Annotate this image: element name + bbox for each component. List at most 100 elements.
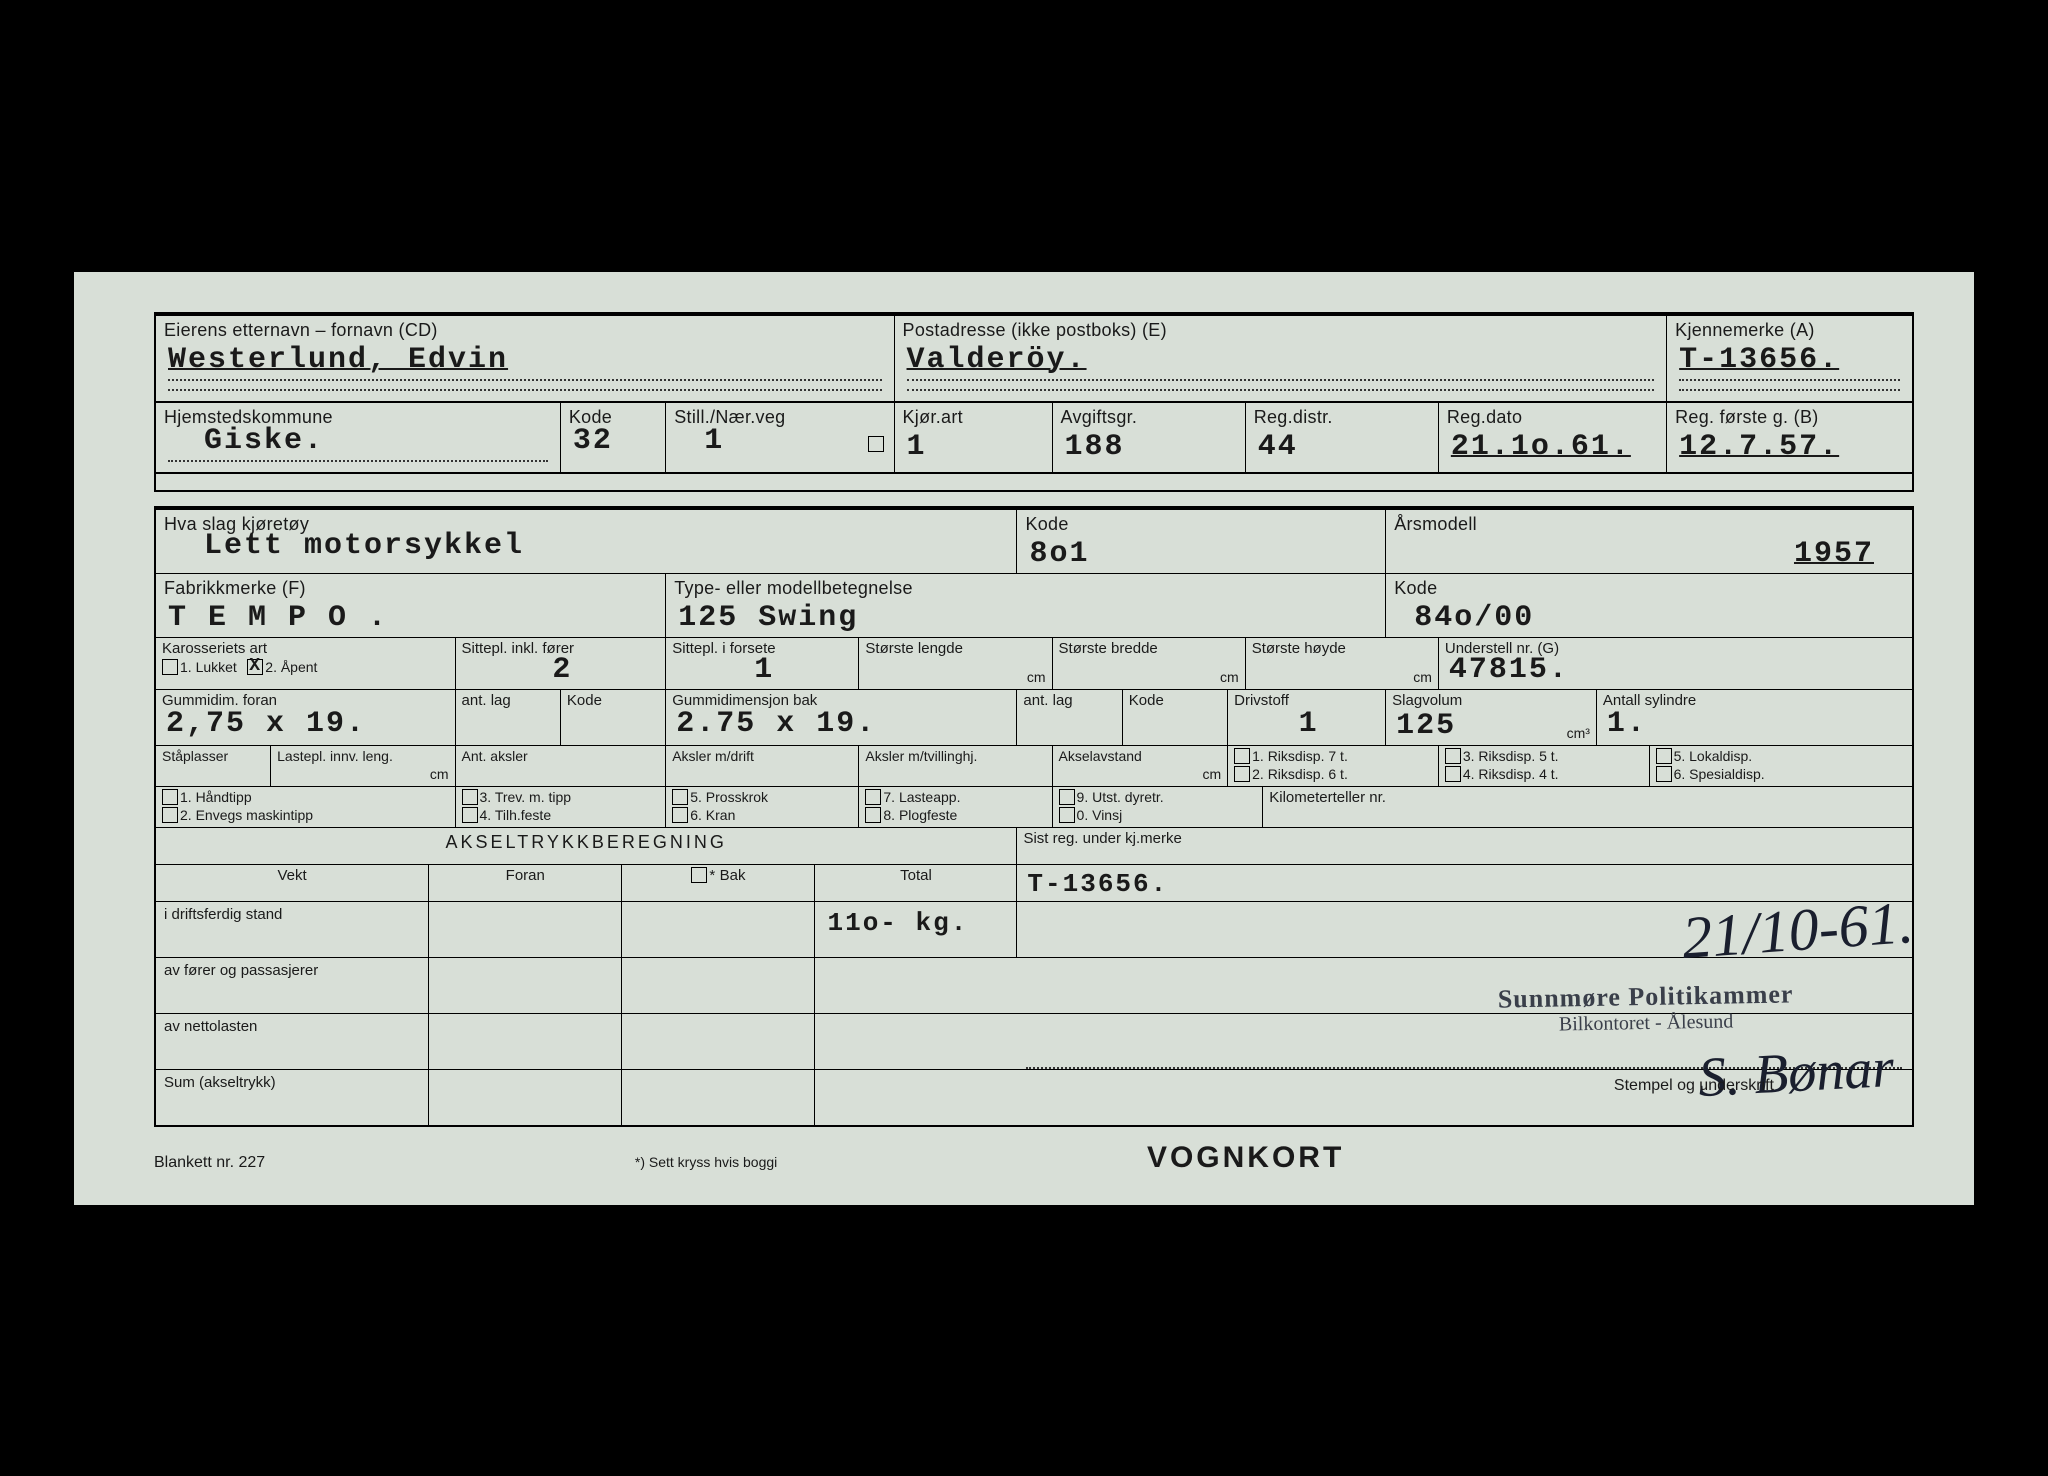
cell-address: Postadresse (ikke postboks) (E) Valderöy… bbox=[894, 316, 1667, 401]
karosseri-label: Karosseriets art bbox=[162, 640, 449, 657]
cell-owner: Eierens etternavn – fornavn (CD) Westerl… bbox=[156, 316, 894, 401]
c bbox=[621, 958, 814, 1013]
cb bbox=[672, 789, 688, 805]
cb bbox=[1059, 789, 1075, 805]
cell-slag: Hva slag kjøretøy Lett motorsykkel bbox=[156, 510, 1016, 573]
cell-km: Kilometerteller nr. bbox=[1262, 787, 1912, 827]
hdr-bak: * Bak bbox=[621, 865, 814, 901]
vkode-label: Kode bbox=[1025, 514, 1377, 535]
akselavstand: Akselavstand bbox=[1059, 748, 1222, 764]
forer-label: av fører og passasjerer bbox=[164, 962, 318, 979]
cell-akselavstand: Akselavstand cm bbox=[1052, 746, 1228, 786]
mdrift: Aksler m/drift bbox=[672, 748, 852, 764]
lengde-label: Største lengde bbox=[865, 640, 1045, 657]
c bbox=[814, 1014, 1016, 1069]
cb bbox=[1656, 766, 1672, 782]
c bbox=[428, 958, 621, 1013]
footnote: *) Sett kryss hvis boggi bbox=[635, 1154, 777, 1170]
sist-value: T-13656. bbox=[1023, 867, 1906, 899]
cell-regdato: Reg.dato 21.1o.61. bbox=[1438, 403, 1666, 472]
cb bbox=[1234, 766, 1250, 782]
cb bbox=[162, 789, 178, 805]
r4: 4. Riksdisp. 4 t. bbox=[1463, 766, 1559, 782]
cell-sittepl: Sittepl. inkl. fører 2 bbox=[455, 638, 666, 689]
type-value: 125 Swing bbox=[674, 599, 1377, 635]
bak-value: 2.75 x 19. bbox=[672, 705, 1010, 741]
cell-regforste: Reg. første g. (B) 12.7.57. bbox=[1666, 403, 1912, 472]
cell-sitteplfor: Sittepl. i forsete 1 bbox=[665, 638, 858, 689]
dotted bbox=[168, 460, 548, 462]
unit-cm: cm bbox=[1202, 766, 1221, 782]
cell-gummi-bak: Gummidimensjon bak 2.75 x 19. bbox=[665, 690, 1016, 745]
cb bbox=[462, 789, 478, 805]
kar-opt2: 2. Åpent bbox=[265, 659, 317, 675]
cell-drivstoff: Drivstoff 1 bbox=[1227, 690, 1385, 745]
c bbox=[814, 1070, 1016, 1125]
kode-t2: Kode bbox=[1129, 692, 1221, 709]
cell-fabrikk: Fabrikkmerke (F) T E M P O . bbox=[156, 574, 665, 637]
r6: 6. Spesialdisp. bbox=[1674, 766, 1765, 782]
still-checkbox bbox=[868, 436, 884, 452]
cell-avgift: Avgiftsgr. 188 bbox=[1052, 403, 1245, 472]
cb bbox=[672, 807, 688, 823]
cell-regdistr: Reg.distr. 44 bbox=[1245, 403, 1438, 472]
signature: S. Bønar bbox=[1696, 1035, 1895, 1109]
regdato-label: Reg.dato bbox=[1447, 407, 1658, 428]
unit-cm3: cm³ bbox=[1567, 725, 1590, 741]
e9: 9. Utst. dyretr. bbox=[1077, 789, 1164, 805]
avgift-value: 188 bbox=[1061, 428, 1237, 464]
cell-lengde: Største lengde cm bbox=[858, 638, 1051, 689]
cb bbox=[1059, 807, 1075, 823]
owner-value: Westerlund, Edvin bbox=[164, 341, 886, 377]
e6: 6. Kran bbox=[690, 807, 735, 823]
hoyde-label: Største høyde bbox=[1252, 640, 1432, 657]
cell-antlag1: ant. lag bbox=[455, 690, 560, 745]
fabrikk-label: Fabrikkmerke (F) bbox=[164, 578, 657, 599]
cell-kode2: Kode 84o/00 bbox=[1385, 574, 1912, 637]
e7: 7. Lasteapp. bbox=[883, 789, 960, 805]
staplasser: Ståplasser bbox=[162, 748, 264, 764]
cell-kode-t2: Kode bbox=[1122, 690, 1227, 745]
cell-kode-t1: Kode bbox=[560, 690, 665, 745]
dotted bbox=[1679, 389, 1900, 391]
apent-checkbox bbox=[247, 659, 263, 675]
owner-label: Eierens etternavn – fornavn (CD) bbox=[164, 320, 886, 341]
cell-sist: Sist reg. under kj.merke bbox=[1016, 828, 1912, 864]
cb bbox=[1445, 766, 1461, 782]
cell-aksel-title: AKSELTRYKKBEREGNING bbox=[156, 828, 1016, 864]
dotted bbox=[1679, 379, 1900, 381]
dotted bbox=[907, 389, 1655, 391]
cell-understell: Understell nr. (G) 47815. bbox=[1438, 638, 1912, 689]
cb bbox=[691, 867, 707, 883]
regforste-value: 12.7.57. bbox=[1675, 428, 1904, 464]
r3: 3. Riksdisp. 5 t. bbox=[1463, 748, 1559, 764]
c bbox=[814, 958, 1016, 1013]
address-value: Valderöy. bbox=[903, 341, 1659, 377]
cell-gummi-foran: Gummidim. foran 2,75 x 19. bbox=[156, 690, 455, 745]
understell-value: 47815. bbox=[1445, 651, 1906, 687]
regforste-label: Reg. første g. (B) bbox=[1675, 407, 1904, 428]
cell-e12: 1. Håndtipp 2. Envegs maskintipp bbox=[156, 787, 455, 827]
cell-kode: Kode 32 bbox=[560, 403, 665, 472]
e2: 2. Envegs maskintipp bbox=[180, 807, 313, 823]
r-sum: Sum (akseltrykk) bbox=[156, 1070, 428, 1125]
vkode-value: 8o1 bbox=[1025, 535, 1377, 571]
drivstoff-value: 1 bbox=[1234, 705, 1379, 741]
slagvolum-value: 125 bbox=[1392, 707, 1456, 743]
c bbox=[621, 902, 814, 957]
e8: 8. Plogfeste bbox=[883, 807, 957, 823]
cell-e56: 5. Prosskrok 6. Kran bbox=[665, 787, 858, 827]
lukket-checkbox bbox=[162, 659, 178, 675]
cb bbox=[865, 789, 881, 805]
antlag-label: ant. lag bbox=[462, 692, 554, 709]
hdr-total: Total bbox=[814, 865, 1016, 901]
plate-label: Kjennemerke (A) bbox=[1675, 320, 1904, 341]
stamp-line1: Sunnmøre Politikammer bbox=[1498, 979, 1794, 1014]
kjorart-label: Kjør.art bbox=[903, 407, 1044, 428]
unit-cm: cm bbox=[1413, 669, 1432, 685]
c bbox=[621, 1014, 814, 1069]
cell-sylindre: Antall sylindre 1. bbox=[1596, 690, 1912, 745]
arsmodell-label: Årsmodell bbox=[1394, 514, 1904, 535]
cb bbox=[162, 807, 178, 823]
cell-karosseri: Karosseriets art 1. Lukket 2. Åpent bbox=[156, 638, 455, 689]
